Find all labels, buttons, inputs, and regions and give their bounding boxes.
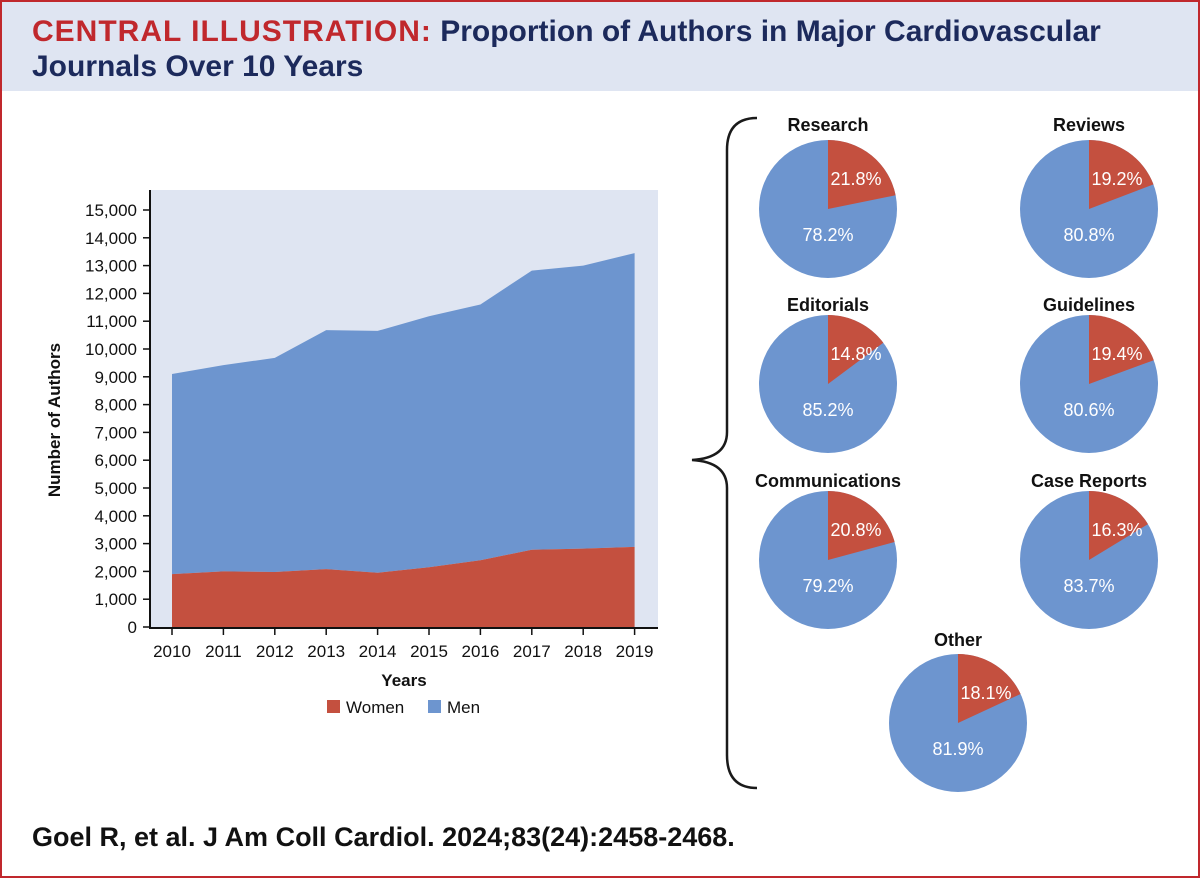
pie-slice-women: [1089, 315, 1154, 384]
pie-label-women: 14.8%: [830, 344, 881, 364]
pie-label-men: 80.8%: [1063, 225, 1114, 245]
y-tick-label: 7,000: [94, 423, 137, 442]
pie-slice-women: [828, 140, 896, 209]
pie-reviews: Reviews 19.2% 80.8%: [1020, 115, 1158, 278]
x-tick-label: 2018: [564, 642, 602, 661]
pie-slice-women: [828, 315, 884, 384]
y-tick-label: 9,000: [94, 368, 137, 387]
citation: Goel R, et al. J Am Coll Cardiol. 2024;8…: [32, 822, 735, 852]
pie-other: Other 18.1% 81.9%: [889, 630, 1027, 792]
pie-title: Editorials: [787, 295, 869, 315]
y-tick-label: 0: [128, 618, 137, 637]
y-tick-label: 2,000: [94, 562, 137, 581]
pie-guidelines: Guidelines 19.4% 80.6%: [1020, 295, 1158, 453]
legend-label-women: Women: [346, 698, 404, 717]
y-tick-label: 8,000: [94, 396, 137, 415]
y-tick-label: 13,000: [85, 257, 137, 276]
pie-label-women: 21.8%: [830, 169, 881, 189]
header-banner: CENTRAL ILLUSTRATION: Proportion of Auth…: [2, 2, 1198, 91]
pie-research: Research 21.8% 78.2%: [759, 115, 897, 278]
y-axis-title: Number of Authors: [45, 343, 64, 497]
area-layer: [172, 253, 635, 627]
pie-slice-women: [828, 491, 895, 560]
y-tick-label: 15,000: [85, 201, 137, 220]
x-tick-label: 2014: [359, 642, 397, 661]
x-tick-label: 2016: [461, 642, 499, 661]
x-tick-label: 2010: [153, 642, 191, 661]
pie-title: Other: [934, 630, 982, 650]
pie-title: Reviews: [1053, 115, 1125, 135]
y-tick-label: 6,000: [94, 451, 137, 470]
x-tick-label: 2013: [307, 642, 345, 661]
x-tick-label: 2019: [616, 642, 654, 661]
axis-layer: 0 1,000 2,000 3,000 4,000 5,000 6,000 7,000 8,00…: [85, 190, 658, 661]
pie-label-men: 79.2%: [802, 576, 853, 596]
x-axis-title: Years: [381, 671, 426, 690]
legend-swatch-men: [428, 700, 441, 713]
pie-case-reports: Case Reports 16.3% 83.7%: [1020, 471, 1158, 629]
pie-label-men: 78.2%: [802, 225, 853, 245]
legend: Women Men: [327, 698, 480, 717]
pie-label-women: 19.2%: [1091, 169, 1142, 189]
y-tick-label: 5,000: [94, 479, 137, 498]
brace-bracket: [691, 116, 758, 790]
y-tick-label: 1,000: [94, 590, 137, 609]
y-tick-label: 4,000: [94, 507, 137, 526]
pie-title: Guidelines: [1043, 295, 1135, 315]
x-tick-label: 2011: [205, 642, 242, 661]
pie-slice-women: [1089, 491, 1148, 560]
pie-label-men: 80.6%: [1063, 400, 1114, 420]
x-tick-label: 2015: [410, 642, 448, 661]
legend-swatch-women: [327, 700, 340, 713]
pie-charts: Research 21.8% 78.2% Reviews 19.2% 80.8% Edito…: [755, 115, 1158, 792]
figure-title: CENTRAL ILLUSTRATION: Proportion of Auth…: [32, 14, 1182, 84]
pie-slice-women: [958, 654, 1021, 723]
pie-title: Communications: [755, 471, 901, 491]
men-area: [172, 253, 635, 575]
pie-label-men: 81.9%: [932, 739, 983, 759]
y-tick-label: 10,000: [85, 340, 137, 359]
x-tick-label: 2012: [256, 642, 294, 661]
pie-label-women: 16.3%: [1091, 520, 1142, 540]
y-tick-label: 12,000: [85, 284, 137, 303]
y-tick-label: 14,000: [85, 229, 137, 248]
pie-label-men: 83.7%: [1063, 576, 1114, 596]
pie-communications: Communications 20.8% 79.2%: [755, 471, 901, 629]
pie-label-men: 85.2%: [802, 400, 853, 420]
pie-slice-women: [1089, 140, 1154, 209]
legend-label-men: Men: [447, 698, 480, 717]
pie-label-women: 20.8%: [830, 520, 881, 540]
pie-label-women: 18.1%: [960, 683, 1011, 703]
women-area: [172, 546, 635, 627]
y-tick-label: 11,000: [86, 312, 137, 331]
x-tick-label: 2017: [513, 642, 551, 661]
figure-title-text: Proportion of Authors in Major Cardiovas…: [32, 15, 1101, 83]
y-tick-label: 3,000: [94, 535, 137, 554]
pie-editorials: Editorials 14.8% 85.2%: [759, 295, 897, 453]
pie-label-women: 19.4%: [1091, 344, 1142, 364]
pie-title: Case Reports: [1031, 471, 1147, 491]
pie-title: Research: [787, 115, 868, 135]
central-illustration-label: CENTRAL ILLUSTRATION:: [32, 15, 432, 48]
